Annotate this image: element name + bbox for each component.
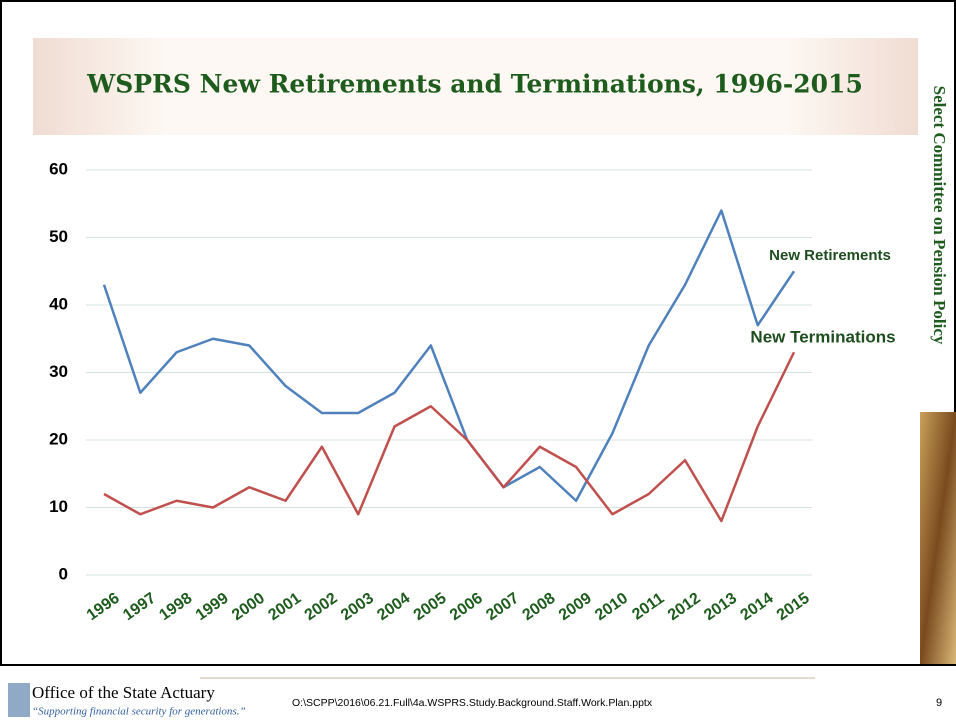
file-path: O:\SCPP\2016\06.21.Full\4a.WSPRS.Study.B… [292,697,653,709]
series-label: New Terminations [750,327,895,346]
title-box [33,38,918,135]
y-tick-label: 60 [49,159,68,178]
series-line [102,209,796,502]
series-line [103,351,796,523]
y-tick-label: 10 [49,497,68,516]
footer-org: Office of the State Actuary [32,683,215,702]
sidebar-photo [920,412,956,664]
y-tick-label: 50 [49,227,68,246]
chart-title: WSPRS New Retirements and Terminations, … [86,70,863,99]
y-tick-label: 30 [49,362,68,381]
series-label: New Retirements [769,247,891,264]
logo [8,683,30,717]
page-number: 9 [936,697,942,709]
sidebar-title: Select Committee on Pension Policy [930,86,949,345]
y-tick-label: 40 [49,294,68,313]
footer-tagline: “Supporting financial security for gener… [32,706,246,718]
slide-border [0,0,956,666]
y-tick-label: 0 [59,564,68,583]
y-tick-label: 20 [49,429,68,448]
